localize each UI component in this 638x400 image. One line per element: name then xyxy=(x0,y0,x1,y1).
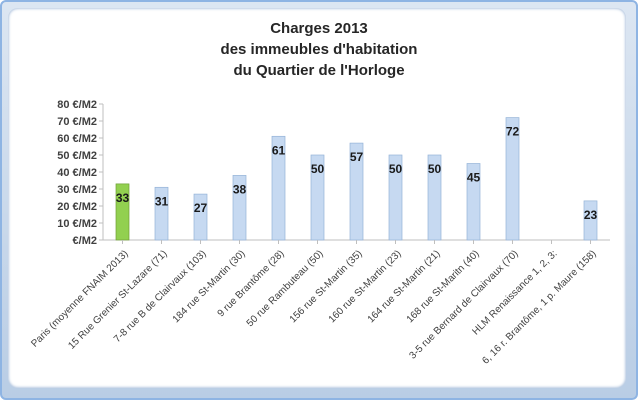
data-label: 23 xyxy=(584,208,598,222)
data-label: 33 xyxy=(116,191,130,205)
title-line-3: du Quartier de l'Horloge xyxy=(233,62,405,79)
data-label: 50 xyxy=(428,162,442,176)
title-line-1: Charges 2013 xyxy=(270,20,368,37)
data-label: 27 xyxy=(194,201,208,215)
x-tick-label: 164 rue St-Martin (21) xyxy=(366,248,443,325)
y-tick-label: 50 €/M2 xyxy=(57,150,97,162)
data-label: 50 xyxy=(389,162,403,176)
y-tick-label: 60 €/M2 xyxy=(57,133,97,145)
y-tick-label: 40 €/M2 xyxy=(57,167,97,179)
data-label: 31 xyxy=(155,194,169,208)
chart-title: Charges 2013 des immeubles d'habitation … xyxy=(0,18,638,81)
y-tick-label: 80 €/M2 xyxy=(57,99,97,111)
data-label: 57 xyxy=(350,150,364,164)
y-tick-label: 70 €/M2 xyxy=(57,116,97,128)
y-tick-label: €/M2 xyxy=(73,235,97,247)
x-tick-label: 9 rue Brantôme (28) xyxy=(216,248,287,319)
title-line-2: des immeubles d'habitation xyxy=(220,41,418,58)
y-tick-label: 30 €/M2 xyxy=(57,184,97,196)
data-label: 61 xyxy=(272,143,286,157)
y-tick-label: 10 €/M2 xyxy=(57,218,97,230)
x-tick-label: 184 rue St-Martin (30) xyxy=(171,248,248,325)
data-label: 38 xyxy=(233,182,247,196)
data-label: 50 xyxy=(311,162,325,176)
data-label: 72 xyxy=(506,125,520,139)
x-tick-label: 168 rue St-Maritn (40) xyxy=(405,248,482,325)
x-tick-label: 160 rue St-Martin (23) xyxy=(327,248,404,325)
x-tick-label: 156 rue St-Martin (35) xyxy=(288,248,365,325)
y-tick-label: 20 €/M2 xyxy=(57,201,97,213)
data-label: 45 xyxy=(467,171,481,185)
x-tick-label: 50 rue Rambuteau (50) xyxy=(245,248,326,329)
